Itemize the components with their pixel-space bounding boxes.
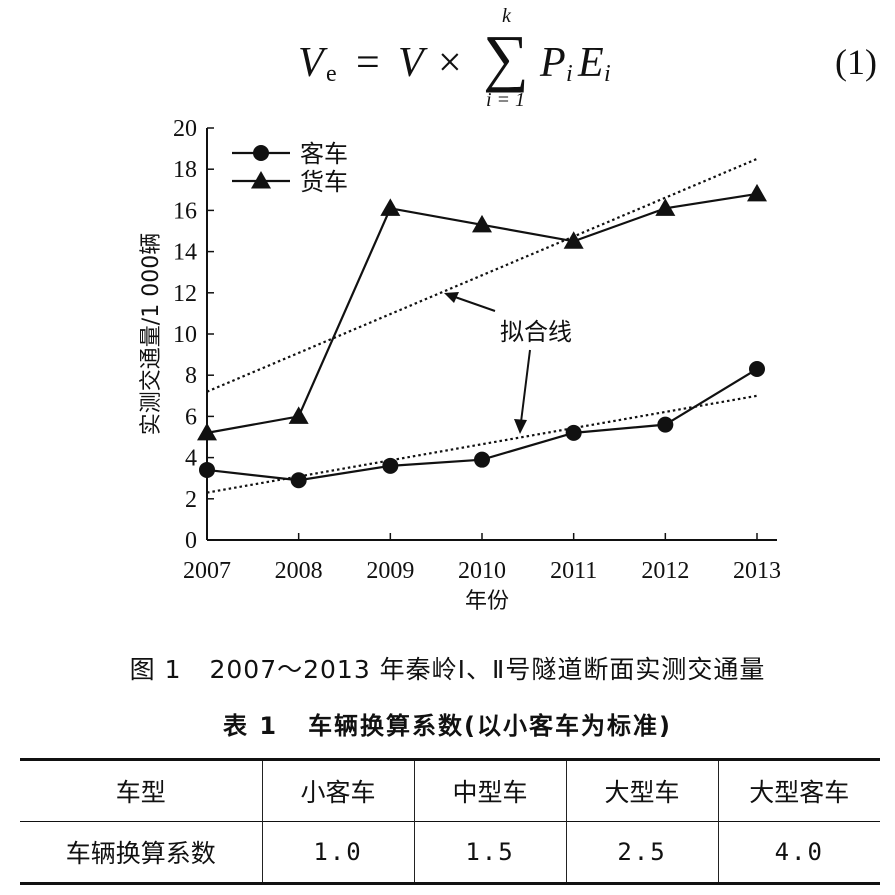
table-header-row: 车型 小客车 中型车 大型车 大型客车 [20, 759, 880, 822]
eq-lhs-var: V [298, 40, 324, 86]
eq-number: (1) [835, 42, 877, 82]
data-point-triangle [380, 198, 401, 216]
fit-line [206, 157, 758, 393]
coef-medium-vehicle: 1.5 [413, 821, 566, 884]
y-tick-label: 8 [185, 363, 197, 389]
row-label: 车辆换算系数 [65, 839, 216, 868]
data-point-triangle [563, 231, 584, 249]
x-tick-label: 2009 [366, 558, 414, 584]
x-axis-label: 年份 [465, 589, 509, 614]
data-point-triangle [251, 171, 271, 189]
annotation-arrow-upper [454, 296, 496, 312]
figure-caption: 图 1 2007～2013 年秦岭Ⅰ、Ⅱ号隧道断面实测交通量 [0, 650, 895, 686]
data-point-circle [253, 145, 269, 161]
y-tick-label: 12 [173, 281, 197, 307]
figure-caption-text: 2007～2013 年秦岭Ⅰ、Ⅱ号隧道断面实测交通量 [209, 655, 766, 684]
eq-e-var: E [578, 40, 604, 86]
eq-lhs-sub: e [326, 61, 337, 87]
table-caption: 表 1 车辆换算系数(以小客车为标准) [0, 706, 895, 741]
table-caption-text: 车辆换算系数(以小客车为标准) [308, 712, 672, 740]
legend-label: 客车 [300, 140, 348, 168]
coef-large-vehicle: 2.5 [565, 821, 718, 884]
eq-p-sub: i [566, 61, 573, 87]
eq-sum-lower: i = 1 [486, 89, 526, 111]
header-large-bus: 大型客车 [717, 759, 880, 822]
data-point-triangle [197, 422, 217, 441]
data-point-triangle [747, 183, 767, 202]
eq-equals: = [356, 40, 380, 86]
header-medium-vehicle: 中型车 [413, 759, 566, 822]
data-point-triangle [655, 198, 676, 216]
coef-large-bus: 4.0 [717, 821, 880, 884]
annotation-label: 拟合线 [500, 318, 572, 346]
annotation-arrowhead-upper [444, 292, 459, 303]
eq-rhs-var: V [398, 40, 424, 86]
data-point-circle [199, 461, 215, 478]
chart-series [197, 183, 767, 489]
table-row: 车辆换算系数 1.0 1.5 2.5 4.0 [20, 821, 880, 884]
header-vehicle-type: 车型 [115, 778, 166, 807]
equation-block: V e = V × k ∑ i = 1 P i E i (1) [0, 0, 895, 120]
chart-axes: 0 2 4 6 8 10 12 14 16 18 20 2007 2008 2009 2010 2011 201… [173, 116, 781, 584]
table-number: 表 1 [223, 712, 279, 740]
fit-annotation: 拟合线 [444, 292, 572, 434]
y-tick-label: 6 [185, 404, 197, 430]
y-tick-label: 10 [173, 322, 197, 348]
conversion-coefficient-table: 车型 小客车 中型车 大型车 大型客车 车辆换算系数 1.0 1.5 2.5 4… [20, 758, 880, 885]
data-point-circle [474, 451, 490, 468]
data-point-circle [290, 472, 307, 489]
data-point-circle [749, 361, 765, 378]
annotation-arrowhead-lower [514, 419, 527, 434]
data-point-triangle [288, 406, 309, 424]
eq-sum-upper: k [502, 5, 511, 27]
y-tick-label: 4 [185, 446, 197, 472]
y-tick-label: 2 [185, 487, 197, 513]
fit-lines [206, 157, 758, 494]
data-point-circle [565, 424, 582, 441]
y-axis-label: 实测交通量/1 000辆 [139, 233, 164, 435]
y-tick-label: 18 [173, 157, 197, 183]
fit-line [206, 394, 758, 494]
x-tick-label: 2013 [733, 558, 781, 584]
annotation-arrow-lower [520, 349, 531, 423]
y-tick-label: 14 [173, 240, 197, 266]
eq-sum-symbol: ∑ [483, 22, 529, 93]
legend-label: 货车 [300, 168, 348, 196]
x-tick-label: 2010 [458, 558, 506, 584]
data-point-circle [382, 457, 399, 474]
eq-p-var: P [540, 40, 566, 86]
data-point-triangle [472, 214, 492, 233]
figure-number: 图 1 [129, 655, 182, 684]
y-tick-label: 0 [185, 528, 197, 554]
x-tick-label: 2011 [550, 558, 597, 584]
x-tick-label: 2012 [641, 558, 689, 584]
y-tick-label: 20 [173, 116, 197, 142]
eq-times: × [438, 40, 462, 86]
traffic-volume-chart: 0 2 4 6 8 10 12 14 16 18 20 2007 2008 2009 2010 2011 201… [139, 116, 781, 614]
x-tick-label: 2007 [183, 558, 231, 584]
coef-small-car: 1.0 [261, 821, 414, 884]
x-tick-label: 2008 [275, 558, 323, 584]
header-large-vehicle: 大型车 [565, 759, 718, 822]
data-point-circle [657, 416, 674, 433]
eq-e-sub: i [604, 61, 611, 87]
header-small-car: 小客车 [261, 759, 414, 822]
y-tick-label: 16 [173, 198, 197, 224]
